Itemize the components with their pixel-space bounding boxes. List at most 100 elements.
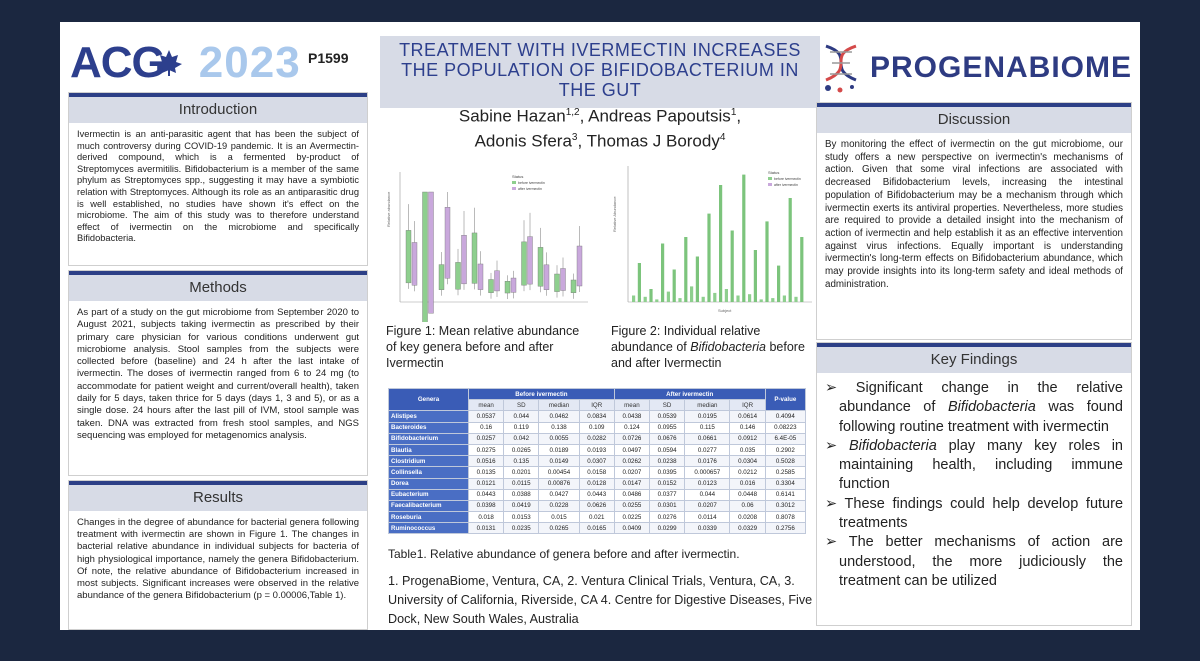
- value-cell: 0.0225: [613, 511, 651, 524]
- kf-text: The better mechanisms of action are unde…: [839, 534, 1123, 589]
- author-sup: 3: [571, 131, 578, 143]
- table-row: Alistipes 0.0537 0.044 0.0462 0.0834 0.0438 0.…: [388, 410, 807, 423]
- value-cell: 0.0329: [729, 522, 766, 535]
- value-cell: 0.0301: [648, 499, 686, 513]
- value-cell: 0.016: [729, 477, 766, 490]
- genus-cell: Faecalibacterium: [388, 499, 469, 513]
- legend-item: before ivermectin: [518, 181, 545, 185]
- box: [570, 279, 577, 293]
- subject-bar: [788, 198, 792, 302]
- value-cell: 0.16: [467, 421, 505, 434]
- value-cell: 0.0152: [648, 477, 686, 490]
- value-cell: 0.0955: [648, 421, 686, 434]
- author-sup: 1: [730, 107, 737, 118]
- genus-cell: Ruminococcus: [388, 522, 469, 535]
- subject-bar: [724, 289, 728, 302]
- results-text: Changes in the degree of abundance for b…: [77, 517, 359, 602]
- acg-logo: ACG 2023: [70, 34, 360, 92]
- value-cell: 0.0539: [648, 410, 686, 423]
- figure2-caption-text: Figure 2: Individual relative abundance …: [611, 324, 761, 354]
- author-borody: , Thomas J Borody: [577, 131, 720, 151]
- poster: ACG 2023 P1599 TREATMENT WITH IVERMECTIN…: [60, 22, 1140, 630]
- value-cell: 0.3304: [764, 477, 807, 490]
- value-cell: 0.0448: [729, 488, 766, 501]
- value-cell: 0.0419: [503, 499, 540, 513]
- subject-bar: [684, 237, 688, 302]
- subject-bar: [771, 298, 775, 302]
- value-cell: 0.000657: [684, 466, 731, 479]
- table-header-row: Genera Before ivermectin After ivermecti…: [388, 387, 807, 412]
- key-findings-heading: Key Findings: [817, 343, 1131, 373]
- legend-title: Status: [512, 174, 523, 179]
- value-cell: 0.0339: [684, 522, 731, 535]
- value-cell: 0.0265: [503, 443, 540, 457]
- value-cell: 0.2756: [764, 522, 807, 535]
- table1-grid: Genera Before ivermectin After ivermecti…: [388, 387, 807, 535]
- genus-cell: Eubacterium: [388, 488, 469, 501]
- box: [576, 245, 583, 287]
- value-cell: 0.0153: [503, 511, 540, 524]
- genus-cell: Blautia: [388, 443, 469, 457]
- key-finding-item: Bifidobacteria play many key roles in ma…: [825, 437, 1123, 495]
- subject-bar: [765, 221, 769, 302]
- genus-cell: Roseburia: [388, 511, 469, 524]
- value-cell: 6.4E-05: [764, 432, 807, 445]
- value-cell: 0.0486: [613, 488, 651, 501]
- value-cell: 0.0676: [648, 432, 686, 445]
- box: [504, 281, 511, 294]
- table-row: Bacteroides 0.16 0.119 0.138 0.109 0.124 0.095…: [388, 421, 807, 434]
- results-heading: Results: [69, 481, 367, 511]
- kf-genus: Bifidobacteria: [947, 399, 1036, 416]
- subject-bar: [713, 292, 717, 302]
- value-cell: 0.0208: [729, 511, 766, 524]
- subject-bar: [649, 289, 653, 302]
- table1: Genera Before ivermectin After ivermecti…: [388, 387, 807, 535]
- subheader-cell: mean: [467, 399, 505, 412]
- table-row: Clostridium 0.0516 0.135 0.0149 0.0307 0.0262…: [388, 455, 807, 468]
- value-cell: 0.6141: [764, 488, 807, 501]
- methods-text: As part of a study on the gut microbiome…: [77, 307, 359, 441]
- subject-bar: [690, 286, 694, 302]
- value-cell: 0.135: [503, 455, 540, 468]
- title-box: TREATMENT WITH IVERMECTIN INCREASES THE …: [380, 36, 820, 108]
- poster-id: P1599: [308, 50, 349, 66]
- box: [560, 268, 566, 291]
- affiliations: 1. ProgenaBiome, Ventura, CA, 2. Ventura…: [388, 574, 813, 626]
- value-cell: 0.0462: [538, 410, 580, 423]
- table-row: Blautia 0.0275 0.0265 0.0189 0.0193 0.0497 0.0…: [388, 443, 807, 457]
- subject-bar: [800, 237, 804, 302]
- value-cell: 0.0388: [503, 488, 540, 501]
- value-cell: 0.0165: [578, 522, 615, 535]
- value-cell: 0.0195: [684, 410, 731, 423]
- value-cell: 0.00454: [538, 466, 580, 479]
- value-cell: 0.0834: [578, 410, 615, 423]
- subject-bar: [736, 295, 740, 302]
- value-cell: 0.0614: [729, 410, 766, 423]
- table-row: Eubacterium 0.0443 0.0388 0.0427 0.0443 0.048…: [388, 488, 807, 501]
- subject-bar: [701, 296, 705, 302]
- genus-cell: Alistipes: [388, 410, 469, 423]
- value-cell: 0.119: [503, 421, 540, 434]
- figure1-ylabel: Relative abundance: [386, 191, 391, 227]
- value-cell: 0.0409: [613, 522, 651, 535]
- value-cell: 0.0516: [467, 455, 505, 468]
- value-cell: 0.0257: [467, 432, 505, 445]
- progenabiome-logo: PROGENABIOME: [820, 38, 1132, 98]
- genus-cell: Bacteroides: [388, 421, 469, 434]
- value-cell: 0.0377: [648, 488, 686, 501]
- introduction-text: Ivermectin is an anti-parasitic agent th…: [77, 129, 359, 244]
- subject-bar: [643, 296, 647, 302]
- value-cell: 0.0277: [684, 443, 731, 457]
- discussion-panel: Discussion By monitoring the effect of i…: [816, 102, 1132, 340]
- table-row: Dorea 0.0121 0.0115 0.00876 0.0128 0.0147 0.01…: [388, 477, 807, 490]
- box: [422, 191, 428, 349]
- subject-bar: [748, 294, 752, 302]
- value-cell: 0.06: [729, 499, 766, 513]
- key-finding-item: The better mechanisms of action are unde…: [825, 533, 1123, 591]
- value-cell: 0.0193: [578, 443, 615, 457]
- subheader-cell: median: [538, 399, 580, 412]
- value-cell: 0.0189: [538, 443, 580, 457]
- figure1-boxplot: Relative abundance Status before ivermec…: [386, 172, 588, 349]
- key-findings-list: Significant change in the relative abund…: [817, 373, 1131, 595]
- table1-caption: Table1. Relative abundance of genera bef…: [388, 547, 740, 561]
